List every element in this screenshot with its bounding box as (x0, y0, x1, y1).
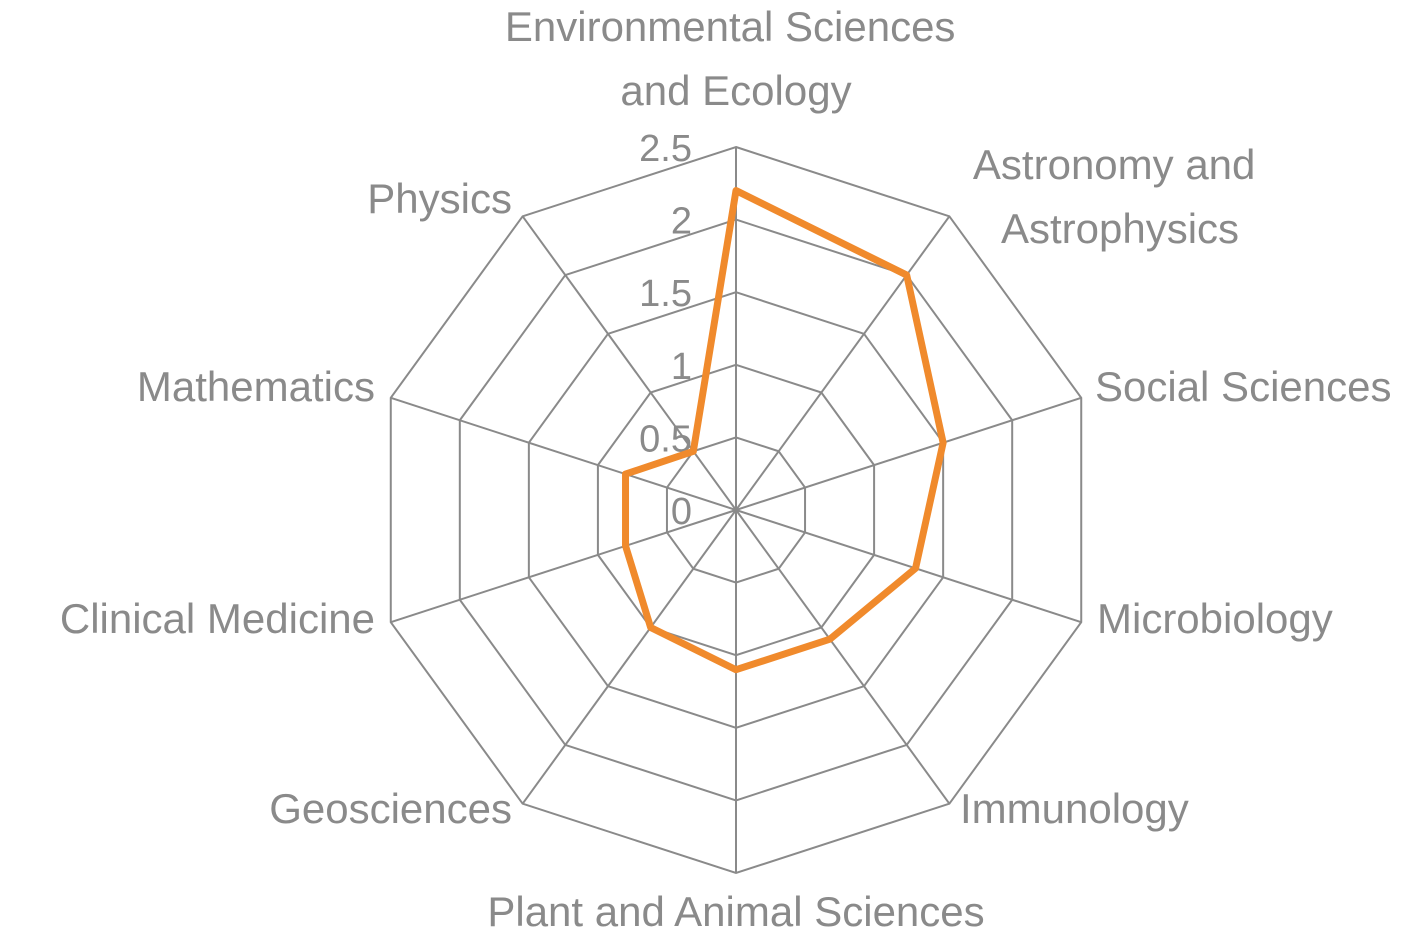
spoke (735, 396, 1082, 511)
r-tick-label: 2 (671, 201, 692, 243)
spoke (521, 215, 737, 511)
category-label: Astronomy and Astrophysics (973, 141, 1267, 252)
r-tick-label: 0 (671, 491, 692, 533)
category-label: Social Sciences (1095, 363, 1391, 410)
category-label: Microbiology (1097, 595, 1333, 642)
spoke (390, 396, 737, 511)
category-label: Geosciences (269, 785, 512, 832)
spoke (735, 509, 951, 805)
category-label: Physics (367, 175, 512, 222)
r-tick-label: 2.5 (639, 128, 692, 170)
category-label: Mathematics (137, 363, 375, 410)
r-tick-label: 1 (671, 346, 692, 388)
spoke (735, 215, 951, 511)
r-tick-label: 1.5 (639, 273, 692, 315)
category-label: Clinical Medicine (60, 595, 375, 642)
category-label: Immunology (960, 785, 1189, 832)
category-label: Environmental Sciences and Ecology (505, 3, 967, 114)
spoke (735, 509, 1082, 624)
series-line (622, 187, 947, 674)
spoke (390, 509, 737, 624)
category-label: Plant and Animal Sciences (487, 888, 984, 935)
spoke (521, 509, 737, 805)
